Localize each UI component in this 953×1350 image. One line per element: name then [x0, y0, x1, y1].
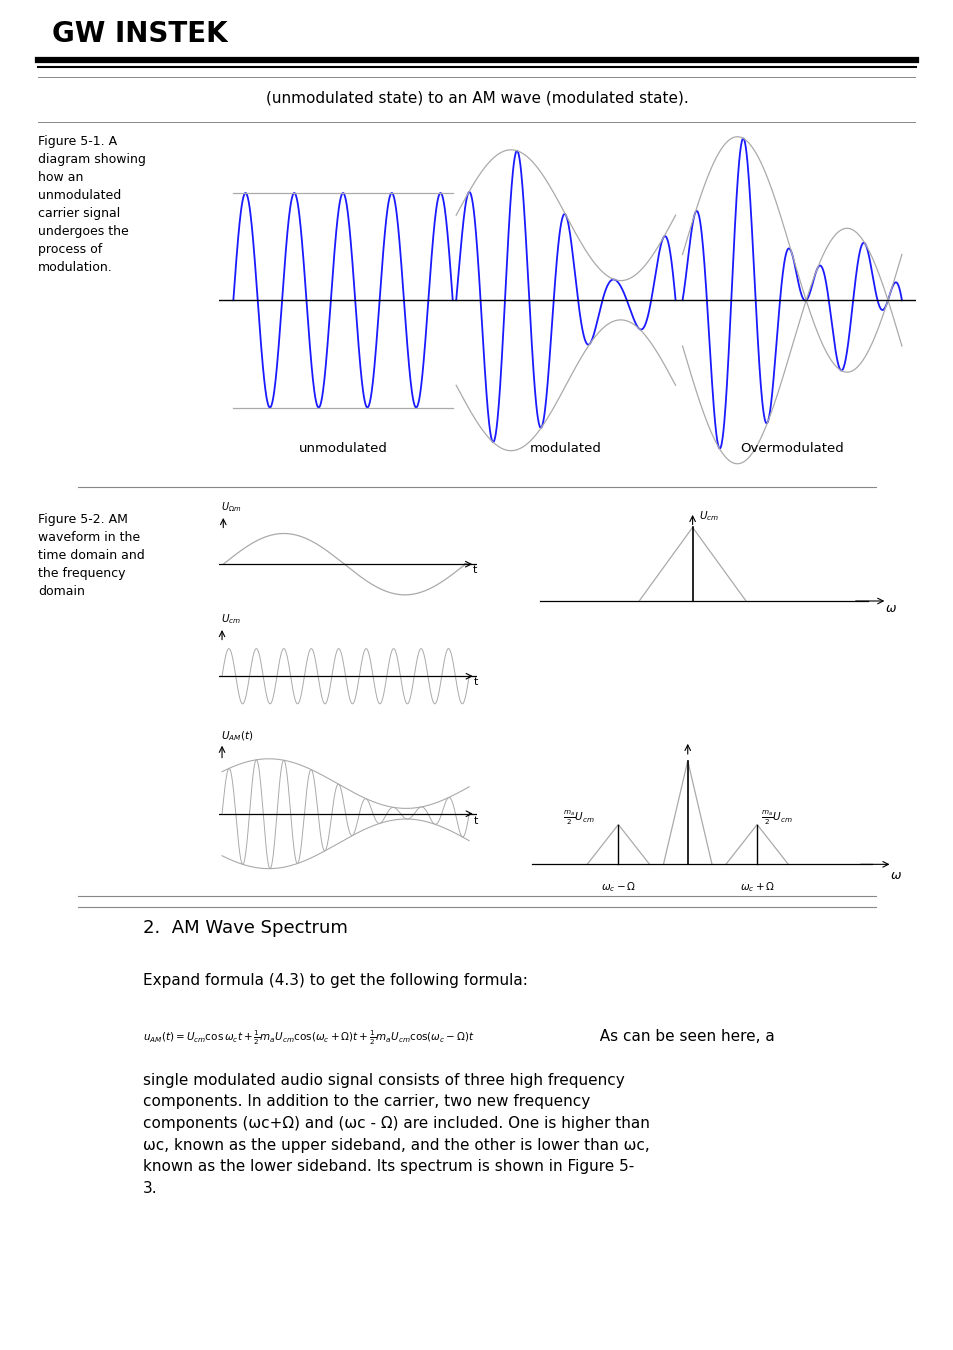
Text: $\frac{m_a}{2}U_{cm}$: $\frac{m_a}{2}U_{cm}$ — [760, 809, 792, 826]
Text: t: t — [473, 817, 477, 826]
Text: t: t — [473, 566, 476, 575]
Text: GW INSTEK: GW INSTEK — [52, 20, 228, 49]
Text: $\omega$: $\omega$ — [884, 602, 896, 616]
Text: $\omega$: $\omega$ — [889, 868, 901, 882]
Text: t: t — [473, 678, 477, 687]
Text: unmodulated: unmodulated — [298, 443, 387, 455]
Text: modulated: modulated — [530, 443, 601, 455]
Text: $\omega_c + \Omega$: $\omega_c + \Omega$ — [739, 880, 774, 894]
Text: $U_{cm}$: $U_{cm}$ — [220, 612, 240, 625]
Text: $U_{cm}$: $U_{cm}$ — [698, 509, 719, 524]
Text: Expand formula (4.3) to get the following formula:: Expand formula (4.3) to get the followin… — [143, 973, 527, 988]
Text: $U_{\Omega m}$: $U_{\Omega m}$ — [221, 500, 241, 513]
Text: As can be seen here, a: As can be seen here, a — [589, 1029, 774, 1044]
Text: 2.  AM Wave Spectrum: 2. AM Wave Spectrum — [143, 919, 348, 937]
Text: $\frac{m_a}{2}U_{cm}$: $\frac{m_a}{2}U_{cm}$ — [562, 809, 594, 826]
Text: single modulated audio signal consists of three high frequency
components. In ad: single modulated audio signal consists o… — [143, 1073, 649, 1196]
Text: (unmodulated state) to an AM wave (modulated state).: (unmodulated state) to an AM wave (modul… — [265, 90, 688, 105]
Text: Overmodulated: Overmodulated — [740, 443, 843, 455]
Text: Figure 5-1. A
diagram showing
how an
unmodulated
carrier signal
undergoes the
pr: Figure 5-1. A diagram showing how an unm… — [38, 135, 146, 274]
Text: $U_{AM}(t)$: $U_{AM}(t)$ — [220, 729, 253, 742]
Text: $u_{AM}(t) = U_{cm}\cos\omega_c t + \frac{1}{2}m_a U_{cm}\cos(\omega_c + \Omega): $u_{AM}(t) = U_{cm}\cos\omega_c t + \fra… — [143, 1029, 475, 1048]
Text: Figure 5-2. AM
waveform in the
time domain and
the frequency
domain: Figure 5-2. AM waveform in the time doma… — [38, 513, 145, 598]
Text: $\omega_c - \Omega$: $\omega_c - \Omega$ — [600, 880, 636, 894]
